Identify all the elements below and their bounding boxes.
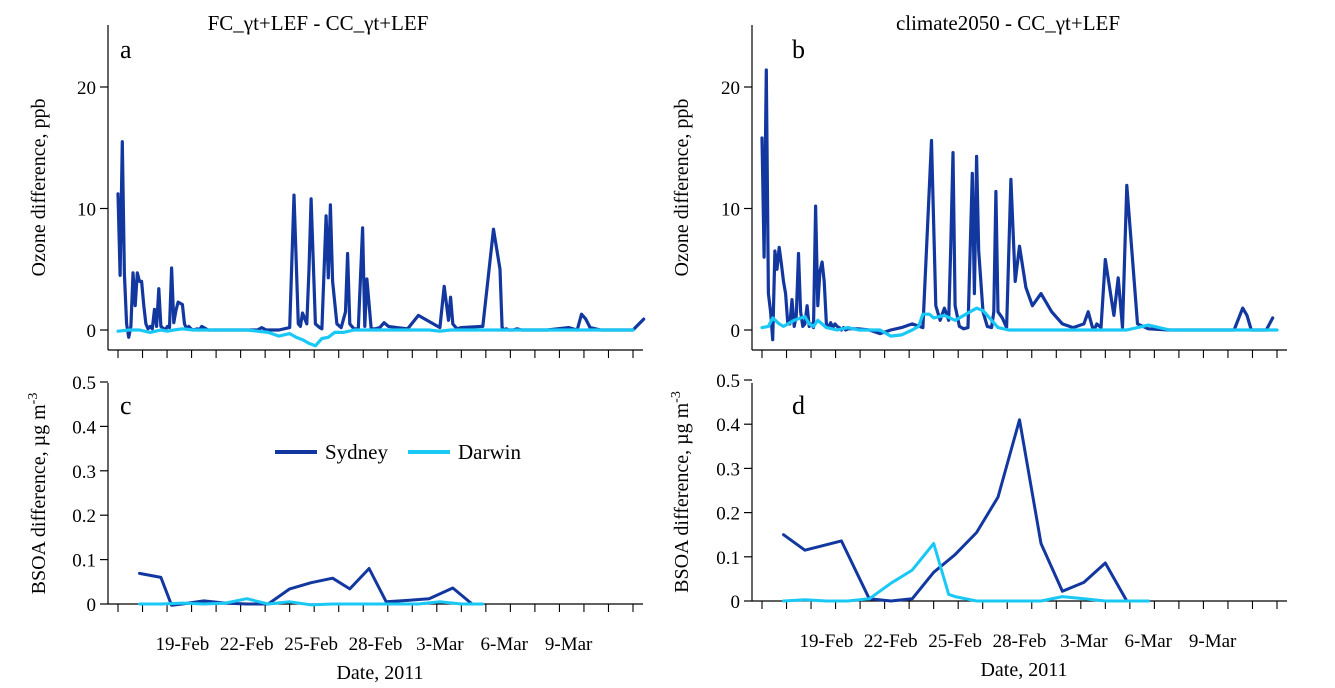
y-tick-label: 0.1	[72, 551, 96, 572]
panel-a: 0 10 20 Ozone difference, ppb FC_γt+LEF - CC…	[28, 11, 646, 358]
x-tick-label: 28-Feb	[993, 631, 1047, 652]
legend-label-sydney: Sydney	[325, 440, 389, 464]
y-tick-label: 20	[721, 78, 740, 99]
y-axis-title: Ozone difference, ppb	[671, 99, 693, 277]
x-tick-label: 22-Feb	[864, 631, 918, 652]
y-tick-label: 0.5	[716, 371, 740, 392]
panel-d: 0 0.1 0.2 0.3 0.4 0.5 19-Feb 22-Feb 25-Feb 28-Feb…	[669, 371, 1287, 681]
y-tick-label: 0.4	[716, 415, 740, 436]
y-axis-title: BSOA difference, µg m-3	[26, 393, 50, 595]
x-tick-label: 6-Mar	[481, 634, 529, 655]
y-tick-label: 10	[721, 200, 740, 221]
y-tick-label: 0.4	[72, 417, 96, 438]
x-tick-label: 19-Feb	[799, 631, 853, 652]
x-tick-label: 3-Mar	[1060, 631, 1108, 652]
panel-letter: d	[792, 391, 805, 420]
x-tick-label: 25-Feb	[928, 631, 982, 652]
legend-label-darwin: Darwin	[458, 440, 521, 464]
x-tick-label: 25-Feb	[284, 634, 338, 655]
series-line-sydney	[116, 140, 646, 339]
series-line-darwin	[782, 542, 1150, 603]
y-tick-label: 0.2	[716, 504, 740, 525]
panel-letter: c	[120, 391, 132, 420]
y-tick-label: 0	[731, 592, 741, 613]
y-axis-title-superscript: -3	[26, 393, 41, 405]
x-tick-label: 9-Mar	[1189, 631, 1237, 652]
series-line-darwin	[116, 327, 635, 348]
x-tick-label: 19-Feb	[155, 634, 209, 655]
y-axis-title: BSOA difference, µg m-3	[669, 391, 693, 593]
panel-letter: b	[792, 35, 805, 64]
series-line-darwin	[138, 597, 485, 607]
x-tick-label: 6-Mar	[1125, 631, 1173, 652]
series-line-sydney	[782, 418, 1150, 603]
x-tick-label: 9-Mar	[545, 634, 593, 655]
panel-title: climate2050 - CC_γt+LEF	[896, 11, 1120, 35]
y-axis-title-superscript: -3	[669, 391, 684, 403]
y-tick-label: 0.2	[72, 506, 96, 527]
y-tick-label: 0.3	[72, 462, 96, 483]
y-tick-label: 0.3	[716, 459, 740, 480]
y-tick-label: 20	[77, 78, 96, 99]
x-tick-label: 28-Feb	[349, 634, 403, 655]
y-tick-label: 0	[87, 321, 97, 342]
y-tick-label: 0.1	[716, 548, 740, 569]
x-tick-label: 3-Mar	[416, 634, 464, 655]
x-axis-title: Date, 2011	[980, 659, 1067, 681]
series-line-sydney	[760, 68, 1275, 342]
y-axis-title: Ozone difference, ppb	[28, 99, 50, 277]
series-line-sydney	[138, 567, 474, 607]
x-axis-title: Date, 2011	[336, 662, 423, 684]
legend: Sydney Darwin	[275, 440, 521, 464]
panel-letter: a	[120, 35, 132, 64]
x-tick-label: 22-Feb	[220, 634, 274, 655]
y-tick-label: 0	[87, 595, 97, 616]
y-tick-label: 0	[731, 321, 741, 342]
panel-b: 0 10 20 Ozone difference, ppb climate2050 - …	[671, 11, 1287, 358]
y-tick-label: 0.5	[72, 373, 96, 394]
panel-title: FC_γt+LEF - CC_γt+LEF	[208, 11, 429, 35]
series-line-darwin	[760, 306, 1279, 338]
panel-c: 0 0.1 0.2 0.3 0.4 0.5 19-Feb 22-Feb 25-Feb 28-Feb…	[26, 373, 643, 684]
y-tick-label: 10	[77, 200, 96, 221]
